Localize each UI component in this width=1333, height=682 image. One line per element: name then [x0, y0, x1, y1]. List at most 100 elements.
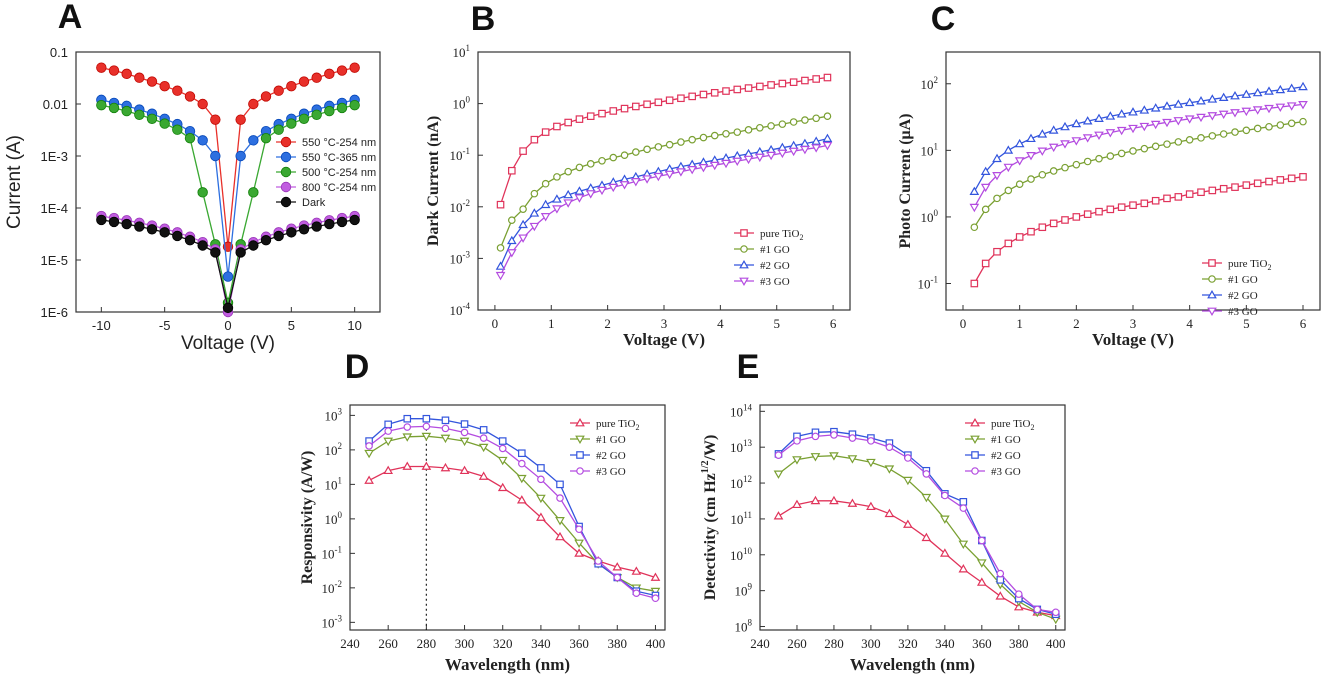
series-line: [778, 500, 1056, 617]
x-tick-label: 340: [935, 636, 955, 651]
x-tick-label: 6: [1300, 316, 1307, 331]
data-point: [643, 145, 651, 154]
data-point: [248, 135, 259, 146]
data-point: [519, 147, 527, 155]
data-point: [552, 205, 562, 214]
data-point: [940, 515, 950, 524]
data-point: [847, 455, 858, 464]
data-point: [383, 437, 394, 447]
x-tick-label: 0: [224, 318, 231, 333]
data-point: [460, 428, 469, 437]
data-point: [564, 167, 572, 176]
data-point: [756, 123, 764, 132]
x-tick-label: 320: [898, 636, 918, 651]
data-point: [608, 183, 619, 193]
data-point: [518, 449, 526, 458]
legend-label: #2 GO: [991, 450, 1021, 462]
data-point: [594, 557, 602, 565]
data-point: [529, 222, 540, 232]
data-point: [586, 112, 595, 120]
x-tick-label: 2: [604, 316, 611, 331]
y-tick-label: 103: [325, 406, 343, 423]
y-tick-label: 1013: [730, 438, 753, 455]
y-tick-label: 10-3: [450, 249, 471, 266]
data-point: [541, 179, 550, 188]
data-point: [508, 216, 516, 224]
series--3-go: [969, 100, 1308, 213]
data-point: [563, 189, 574, 199]
data-point: [778, 120, 787, 128]
x-tick-label: -10: [92, 318, 111, 333]
data-point: [1207, 307, 1217, 317]
data-point: [722, 87, 730, 95]
data-point: [822, 141, 833, 151]
data-point: [884, 465, 895, 474]
data-point: [733, 85, 742, 94]
data-point: [866, 501, 876, 511]
data-point: [632, 589, 641, 597]
data-point: [497, 482, 508, 492]
y-tick-label: 1E-6: [41, 305, 68, 320]
data-point: [1015, 180, 1024, 189]
x-tick-label: 10: [347, 318, 361, 333]
data-point: [1286, 102, 1297, 111]
plot-frame: [349, 404, 666, 631]
data-point: [540, 213, 551, 222]
series--1-go: [496, 112, 832, 252]
data-point: [598, 156, 606, 165]
y-tick-label: 109: [735, 582, 753, 599]
data-point: [1014, 157, 1025, 166]
data-point: [440, 462, 451, 472]
data-point: [422, 422, 431, 431]
data-point: [1061, 216, 1069, 224]
data-point: [248, 187, 259, 198]
data-point: [630, 178, 641, 187]
data-point: [773, 470, 784, 479]
data-point: [197, 98, 208, 110]
data-point: [1208, 275, 1216, 283]
data-point: [1207, 112, 1218, 121]
series--3-go: [774, 431, 1060, 617]
data-point: [1230, 90, 1240, 100]
data-point: [1060, 121, 1070, 131]
data-point: [993, 247, 1001, 256]
data-point: [688, 135, 696, 144]
y-tick-label: 101: [921, 141, 939, 158]
data-point: [792, 456, 802, 465]
data-point: [210, 247, 221, 258]
data-point: [1150, 103, 1161, 112]
data-point: [743, 155, 754, 165]
data-point: [699, 133, 708, 142]
data-point: [774, 451, 783, 459]
plot-frame: [759, 404, 1066, 631]
data-point: [739, 277, 749, 287]
data-point: [506, 235, 517, 245]
legend-label: #2 GO: [760, 260, 790, 272]
data-point: [1072, 213, 1081, 221]
data-point: [970, 417, 980, 427]
data-point: [519, 205, 527, 213]
data-point: [552, 194, 562, 203]
data-point: [134, 221, 145, 232]
data-point: [508, 166, 516, 175]
data-point: [518, 459, 526, 468]
data-point: [620, 151, 629, 160]
y-tick-label: 1011: [730, 510, 752, 527]
data-point: [1049, 167, 1058, 175]
data-point: [1230, 109, 1240, 118]
data-point: [1106, 152, 1115, 160]
data-point: [260, 91, 272, 102]
plot-frame: [945, 51, 1321, 311]
data-point: [1105, 111, 1116, 120]
data-point: [495, 271, 506, 281]
data-point: [184, 91, 196, 102]
panel-letter: D: [345, 348, 370, 386]
data-point: [108, 102, 120, 114]
data-point: [364, 475, 374, 484]
data-point: [992, 153, 1002, 163]
data-point: [1071, 118, 1082, 128]
data-point: [235, 150, 246, 162]
data-point: [959, 504, 968, 512]
data-point: [536, 494, 546, 504]
data-point: [1287, 174, 1296, 183]
